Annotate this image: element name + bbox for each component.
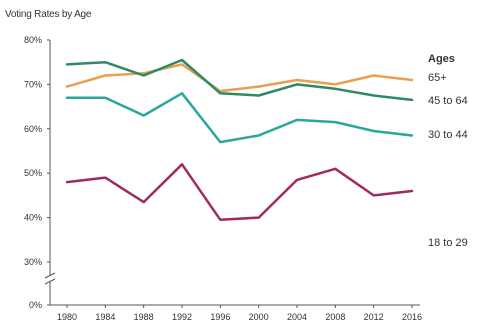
y-tick-label: 40% bbox=[24, 213, 42, 223]
x-tick-label: 2004 bbox=[287, 312, 307, 322]
series-line-65 bbox=[65, 63, 414, 93]
x-tick-label: 2000 bbox=[249, 312, 269, 322]
chart-title: Voting Rates by Age bbox=[5, 9, 92, 20]
series-line-30-to-44 bbox=[65, 92, 414, 144]
y-axis-break-mark bbox=[44, 278, 56, 285]
x-tick-label: 1984 bbox=[95, 312, 115, 322]
x-tick-label: 1988 bbox=[134, 312, 154, 322]
y-tick-label: 0% bbox=[29, 300, 42, 310]
y-axis-break-mark bbox=[44, 272, 56, 279]
legend-title: Ages bbox=[428, 53, 455, 65]
series-line-45-to-64 bbox=[65, 58, 414, 102]
x-tick-label: 2012 bbox=[364, 312, 384, 322]
series-label: 18 to 29 bbox=[428, 237, 468, 249]
y-tick-label: 50% bbox=[24, 168, 42, 178]
y-tick-label: 60% bbox=[24, 124, 42, 134]
x-tick-label: 1996 bbox=[210, 312, 230, 322]
y-tick-label: 70% bbox=[24, 79, 42, 89]
series-line-18-to-29 bbox=[65, 163, 414, 222]
y-tick-label: 80% bbox=[24, 35, 42, 45]
x-tick-label: 1992 bbox=[172, 312, 192, 322]
series-label: 65+ bbox=[428, 72, 447, 84]
x-tick-label: 2008 bbox=[325, 312, 345, 322]
series-label: 45 to 64 bbox=[428, 95, 468, 107]
x-tick-label: 1980 bbox=[57, 312, 77, 322]
y-tick-label: 30% bbox=[24, 257, 42, 267]
series-label: 30 to 44 bbox=[428, 129, 468, 141]
x-tick-label: 2016 bbox=[402, 312, 422, 322]
